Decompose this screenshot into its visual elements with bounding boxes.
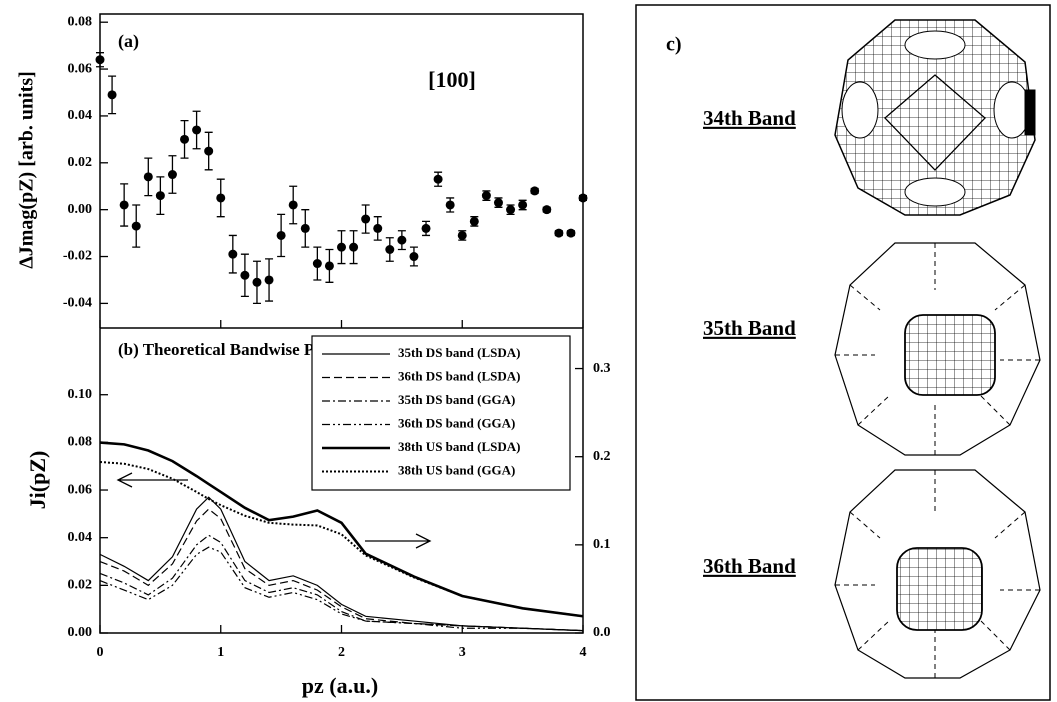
- y-tick-label: 0.02: [68, 578, 93, 593]
- data-point: [373, 224, 382, 233]
- data-point: [228, 250, 237, 259]
- band-label: 34th Band: [703, 106, 796, 130]
- data-point: [349, 243, 358, 252]
- legend-label: 36th DS band (GGA): [398, 415, 515, 430]
- data-point: [554, 229, 563, 238]
- figure: (a) [100] ΔJmag(pZ) [arb. units] (b) The…: [0, 0, 1057, 702]
- y-tick-label: 0.00: [68, 202, 93, 217]
- data-point: [506, 205, 515, 214]
- data-point: [385, 245, 394, 254]
- series-line: [100, 535, 583, 630]
- y-tick-label: 0.02: [68, 155, 93, 170]
- annotation: [100]: [428, 67, 476, 92]
- data-point: [409, 252, 418, 261]
- data-point: [458, 231, 467, 240]
- series-line: [100, 547, 583, 630]
- y-axis-label: ΔJmag(pZ) [arb. units]: [16, 71, 38, 269]
- y-tick-label: 0.10: [68, 387, 93, 402]
- y-tick-label: 0.06: [68, 61, 93, 76]
- data-point: [252, 278, 261, 287]
- data-point: [132, 222, 141, 231]
- data-point: [240, 271, 249, 280]
- data-point: [180, 135, 189, 144]
- y-tick-label: -0.02: [63, 249, 92, 264]
- data-point: [120, 200, 129, 209]
- x-tick-label: 1: [217, 645, 224, 660]
- data-point: [265, 275, 274, 284]
- data-point: [337, 243, 346, 252]
- data-point: [204, 147, 213, 156]
- y-tick-label: -0.04: [63, 296, 92, 311]
- data-point: [192, 125, 201, 134]
- data-point: [168, 170, 177, 179]
- data-point: [325, 261, 334, 270]
- y-tick-label: 0.04: [68, 108, 93, 123]
- data-point: [313, 259, 322, 268]
- data-point: [96, 55, 105, 64]
- data-point: [397, 236, 406, 245]
- data-point: [470, 217, 479, 226]
- legend-label: 36th DS band (LSDA): [398, 368, 520, 383]
- legend-label: 38th US band (GGA): [398, 462, 515, 477]
- data-point: [277, 231, 286, 240]
- data-point: [361, 215, 370, 224]
- band-label: 36th Band: [703, 554, 796, 578]
- y-tick-label: 0.08: [68, 14, 93, 29]
- fermi-surface-35: [835, 243, 1040, 455]
- data-point: [422, 224, 431, 233]
- panel-label: (a): [118, 31, 139, 52]
- y-axis-label: Ji(pZ): [25, 451, 50, 510]
- legend-label: 35th DS band (GGA): [398, 392, 515, 407]
- series-line: [100, 509, 583, 631]
- data-point: [518, 200, 527, 209]
- y-tick-label: 0.2: [593, 449, 611, 464]
- y-tick-label: 0.3: [593, 361, 611, 376]
- legend-label: 35th DS band (LSDA): [398, 345, 520, 360]
- band-label: 35th Band: [703, 316, 796, 340]
- data-point: [289, 200, 298, 209]
- y-tick-label: 0.1: [593, 537, 611, 552]
- data-point: [156, 191, 165, 200]
- x-tick-label: 4: [580, 645, 587, 660]
- data-point: [216, 193, 225, 202]
- y-tick-label: 0.08: [68, 435, 93, 450]
- panel-label: c): [666, 34, 682, 56]
- data-point: [579, 193, 588, 202]
- data-point: [301, 224, 310, 233]
- data-point: [494, 198, 503, 207]
- x-tick-label: 0: [97, 645, 104, 660]
- data-point: [566, 229, 575, 238]
- data-point: [108, 90, 117, 99]
- y-tick-label: 0.06: [68, 482, 93, 497]
- fermi-surface-34: [835, 20, 1035, 215]
- x-tick-label: 3: [459, 645, 466, 660]
- data-point: [434, 175, 443, 184]
- data-point: [446, 200, 455, 209]
- y-tick-label: 0.00: [68, 625, 93, 640]
- x-tick-label: 2: [338, 645, 345, 660]
- x-axis-label: pz (a.u.): [302, 673, 378, 698]
- fermi-surface-36: [835, 470, 1040, 678]
- data-point: [482, 191, 491, 200]
- data-point: [542, 205, 551, 214]
- data-point: [144, 172, 153, 181]
- y-tick-label: 0.04: [68, 530, 93, 545]
- legend-label: 38th US band (LSDA): [398, 439, 520, 454]
- data-point: [530, 186, 539, 195]
- y-tick-label: 0.0: [593, 625, 611, 640]
